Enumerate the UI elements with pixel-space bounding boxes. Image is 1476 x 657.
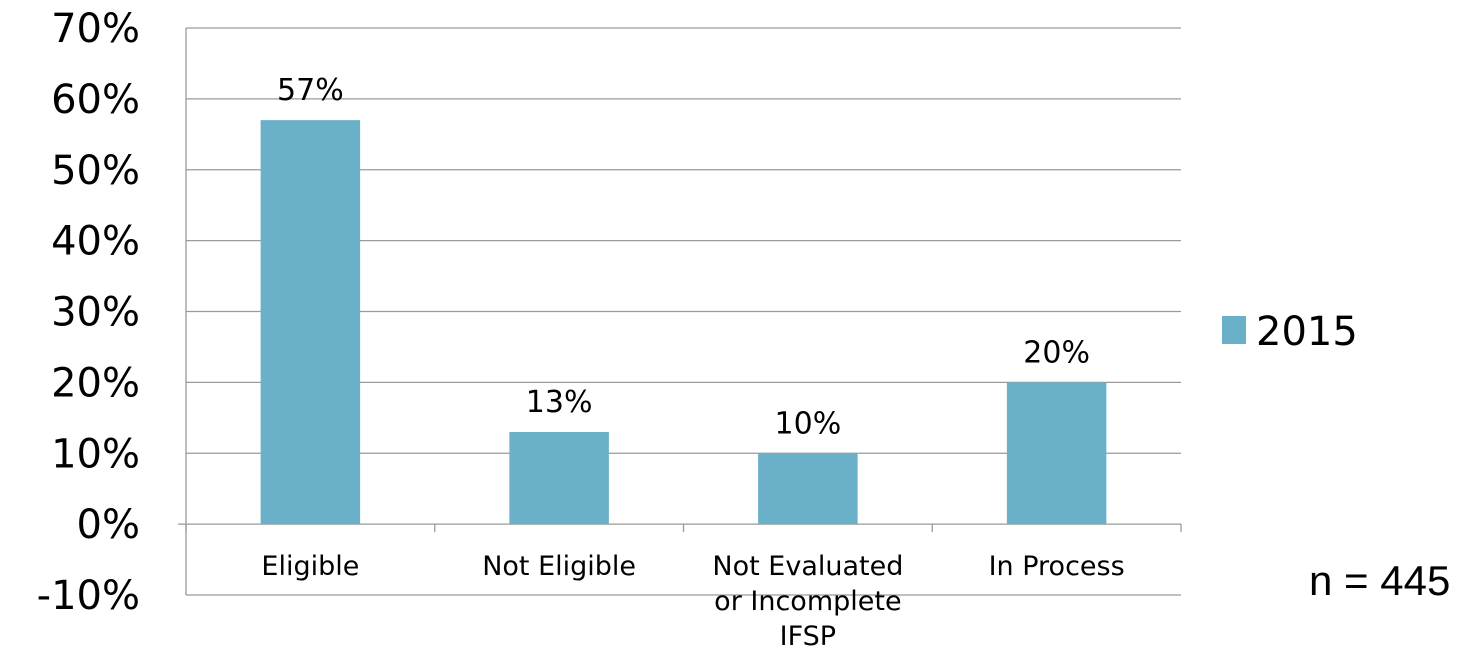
legend-swatch bbox=[1222, 316, 1246, 344]
data-label: 20% bbox=[1023, 335, 1090, 370]
category-label: Eligible bbox=[261, 551, 359, 582]
y-tick-label: 70% bbox=[51, 6, 140, 52]
bar bbox=[260, 120, 361, 525]
y-tick-label: 10% bbox=[51, 431, 140, 477]
category-label: In Process bbox=[989, 551, 1125, 582]
bars bbox=[260, 120, 1107, 525]
data-label: 13% bbox=[526, 385, 593, 420]
x-axis-category-labels: Eligible Not Eligible Not Evaluated or Inco… bbox=[261, 551, 1124, 652]
bar bbox=[509, 431, 609, 525]
y-tick-label: -10% bbox=[37, 573, 140, 619]
y-tick-label: 0% bbox=[77, 502, 140, 548]
category-label: IFSP bbox=[780, 621, 836, 652]
bar bbox=[758, 453, 858, 525]
legend-label: 2015 bbox=[1256, 309, 1358, 355]
y-tick-label: 60% bbox=[51, 77, 140, 123]
y-tick-label: 40% bbox=[51, 219, 140, 265]
category-label: Not Eligible bbox=[482, 551, 636, 582]
y-axis-tick-labels: 70% 60% 50% 40% 30% 20% 10% 0% -10% bbox=[37, 6, 140, 619]
y-tick-label: 20% bbox=[51, 360, 140, 406]
data-labels: 57% 13% 10% 20% bbox=[277, 73, 1090, 441]
data-label: 57% bbox=[277, 73, 344, 108]
bar bbox=[1006, 382, 1107, 525]
y-tick-label: 50% bbox=[51, 148, 140, 194]
y-tick-label: 30% bbox=[51, 290, 140, 336]
category-label: or Incomplete bbox=[714, 586, 901, 617]
data-label: 10% bbox=[775, 406, 842, 441]
category-label: Not Evaluated bbox=[712, 551, 903, 582]
sample-size-note: n = 445 bbox=[1309, 557, 1450, 604]
legend: 2015 bbox=[1222, 309, 1358, 355]
